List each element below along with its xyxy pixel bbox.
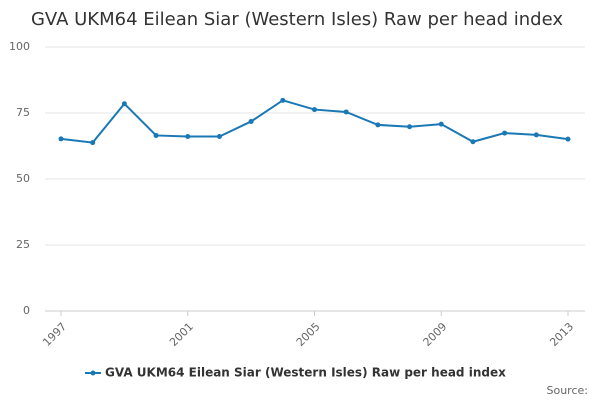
y-tick-label: 25 — [16, 238, 30, 251]
data-point — [565, 136, 571, 142]
x-tick-label: 2013 — [547, 320, 576, 349]
y-tick-label: 50 — [16, 172, 30, 185]
chart-title: GVA UKM64 Eilean Siar (Western Isles) Ra… — [31, 9, 563, 30]
data-point — [407, 124, 413, 130]
legend-marker — [90, 370, 96, 376]
y-tick-label: 100 — [9, 40, 30, 53]
data-point — [90, 140, 96, 146]
x-tick-label: 1997 — [40, 320, 69, 349]
y-tick-label: 75 — [16, 106, 30, 119]
data-point — [375, 122, 381, 128]
x-tick-label: 2005 — [294, 320, 323, 349]
x-tick-label: 2001 — [167, 320, 196, 349]
data-point — [153, 132, 159, 138]
data-point — [248, 118, 254, 124]
data-point — [121, 101, 127, 107]
x-tick-label: 2009 — [421, 320, 450, 349]
legend-label: GVA UKM64 Eilean Siar (Western Isles) Ra… — [105, 366, 506, 380]
data-point — [502, 130, 508, 136]
data-point — [185, 133, 191, 139]
data-point — [343, 109, 349, 115]
data-point — [312, 107, 317, 113]
source: Source: — [547, 384, 589, 397]
data-point — [216, 133, 222, 139]
data-point — [470, 139, 476, 145]
data-point — [438, 121, 444, 127]
data-point — [533, 132, 539, 138]
series-line — [60, 99, 569, 144]
data-point — [58, 136, 64, 142]
data-point — [280, 97, 286, 103]
y-tick-label: 0 — [23, 304, 30, 317]
